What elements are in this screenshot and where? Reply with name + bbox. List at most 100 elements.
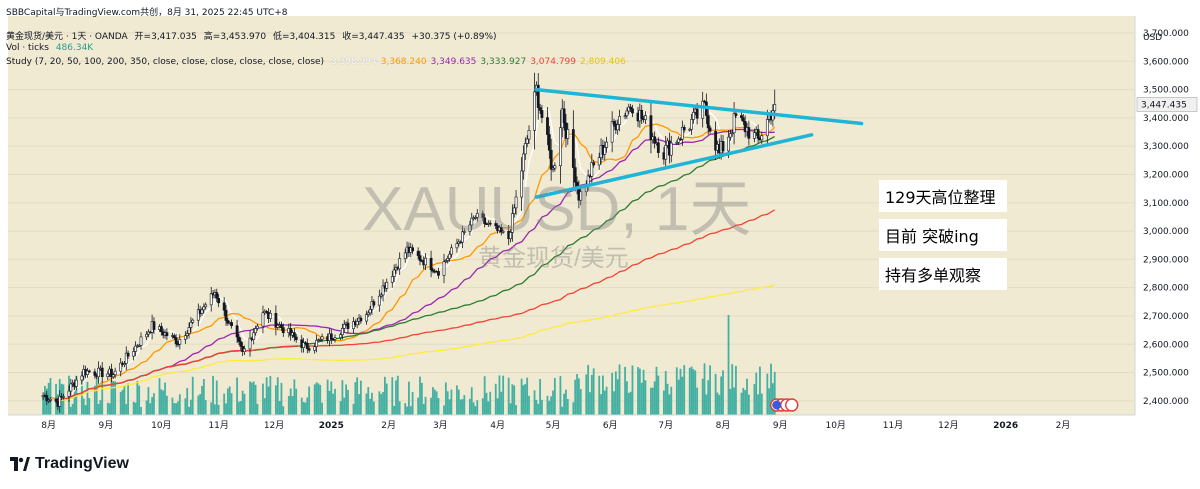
tradingview-logo[interactable]: TradingView (10, 455, 129, 473)
candle (58, 395, 62, 407)
volume-bar (419, 376, 421, 415)
volume-bar (528, 395, 530, 415)
volume-bar (334, 388, 336, 415)
x-tick-label: 2026 (993, 421, 1018, 431)
volume-bar (354, 382, 357, 415)
candle (139, 336, 143, 346)
volume-bar (250, 382, 253, 415)
volume-bar (444, 382, 447, 415)
candle (605, 141, 609, 148)
volume-bar (202, 379, 205, 415)
x-tick-label: 2025 (319, 421, 344, 431)
candle (145, 333, 148, 338)
volume-bar (626, 381, 628, 415)
volume-bar (99, 400, 102, 415)
candle (527, 130, 531, 140)
volume-bar (526, 377, 529, 415)
candle (470, 217, 474, 226)
ma-value: 3,368.240 (380, 57, 427, 67)
candle (100, 367, 104, 377)
volume-bar (681, 376, 684, 415)
volume-bar (566, 399, 569, 415)
brand-name: TradingView (35, 455, 129, 472)
volume-bar (177, 401, 179, 415)
volume-bar (262, 383, 264, 415)
volume-bar (731, 364, 734, 415)
volume-bar (629, 391, 632, 415)
volume-bar (339, 401, 342, 415)
candle (743, 121, 747, 133)
volume-bar (404, 403, 407, 415)
volume-bar (282, 406, 285, 415)
volume-bar (631, 365, 634, 415)
candle (113, 370, 117, 376)
volume-bar (391, 377, 394, 415)
candle (185, 333, 189, 336)
ma-line (50, 284, 775, 402)
volume-bar (121, 389, 124, 415)
volume-bar (274, 385, 277, 415)
candle (765, 119, 769, 137)
volume-bar (114, 381, 117, 415)
volume-bar (735, 365, 737, 415)
candle (590, 162, 594, 177)
candle (215, 292, 219, 299)
y-tick-label: 3,400.000 (1143, 114, 1189, 124)
volume-bar (727, 315, 730, 415)
volume-bar (677, 379, 680, 415)
trendline[interactable] (534, 133, 814, 199)
candle (366, 312, 370, 315)
volume-bar (204, 400, 207, 415)
y-tick-label: 2,800.000 (1143, 284, 1189, 294)
candle (708, 127, 712, 132)
volume-bar (188, 406, 190, 415)
volume-bar (101, 381, 104, 415)
candle (174, 337, 178, 345)
x-tick-label: 10月 (151, 420, 171, 431)
candle (69, 383, 73, 392)
candle (692, 111, 695, 120)
volume-bar (576, 374, 578, 415)
candle (756, 129, 760, 139)
volume-bar (740, 392, 743, 415)
volume-bar (134, 402, 137, 415)
volume-bar (217, 404, 220, 415)
volume-bar (395, 380, 397, 415)
volume-bar (627, 392, 630, 415)
candle (501, 231, 505, 233)
candle (740, 115, 743, 119)
volume-bar (178, 394, 181, 415)
candle (649, 115, 653, 141)
volume-bar (443, 405, 445, 415)
x-tick-label: 5月 (546, 420, 561, 431)
volume-bar (82, 398, 85, 415)
volume-bar (666, 383, 669, 415)
candle (520, 170, 524, 198)
candle (669, 142, 673, 156)
trendline[interactable] (534, 87, 864, 126)
candle (551, 167, 555, 170)
candle (252, 332, 256, 340)
volume-bar (430, 397, 432, 415)
candle (200, 309, 204, 314)
y-tick-label: 2,600.000 (1143, 340, 1189, 350)
event-icon[interactable] (785, 398, 799, 412)
volume-bar (577, 378, 580, 415)
volume-bar (199, 394, 202, 415)
volume-bar (461, 399, 464, 415)
volume-bar (771, 383, 774, 415)
us-flag-icon[interactable] (772, 400, 782, 410)
volume-bar (380, 393, 383, 415)
symbol-title[interactable]: 黄金现货/美元 · 1天 · OANDA (6, 32, 128, 42)
candle (341, 328, 344, 336)
volume-bar (313, 384, 316, 415)
watermark-name: 黄金现货/美元 (478, 245, 629, 272)
candle (385, 281, 389, 289)
volume-bar (760, 393, 763, 415)
volume-label[interactable]: Vol · ticks (6, 43, 49, 53)
candle (333, 337, 337, 340)
study-label[interactable]: Study (7, 20, 50, 100, 200, 350, close, … (6, 57, 325, 67)
candle (49, 398, 52, 401)
candle (159, 326, 163, 333)
